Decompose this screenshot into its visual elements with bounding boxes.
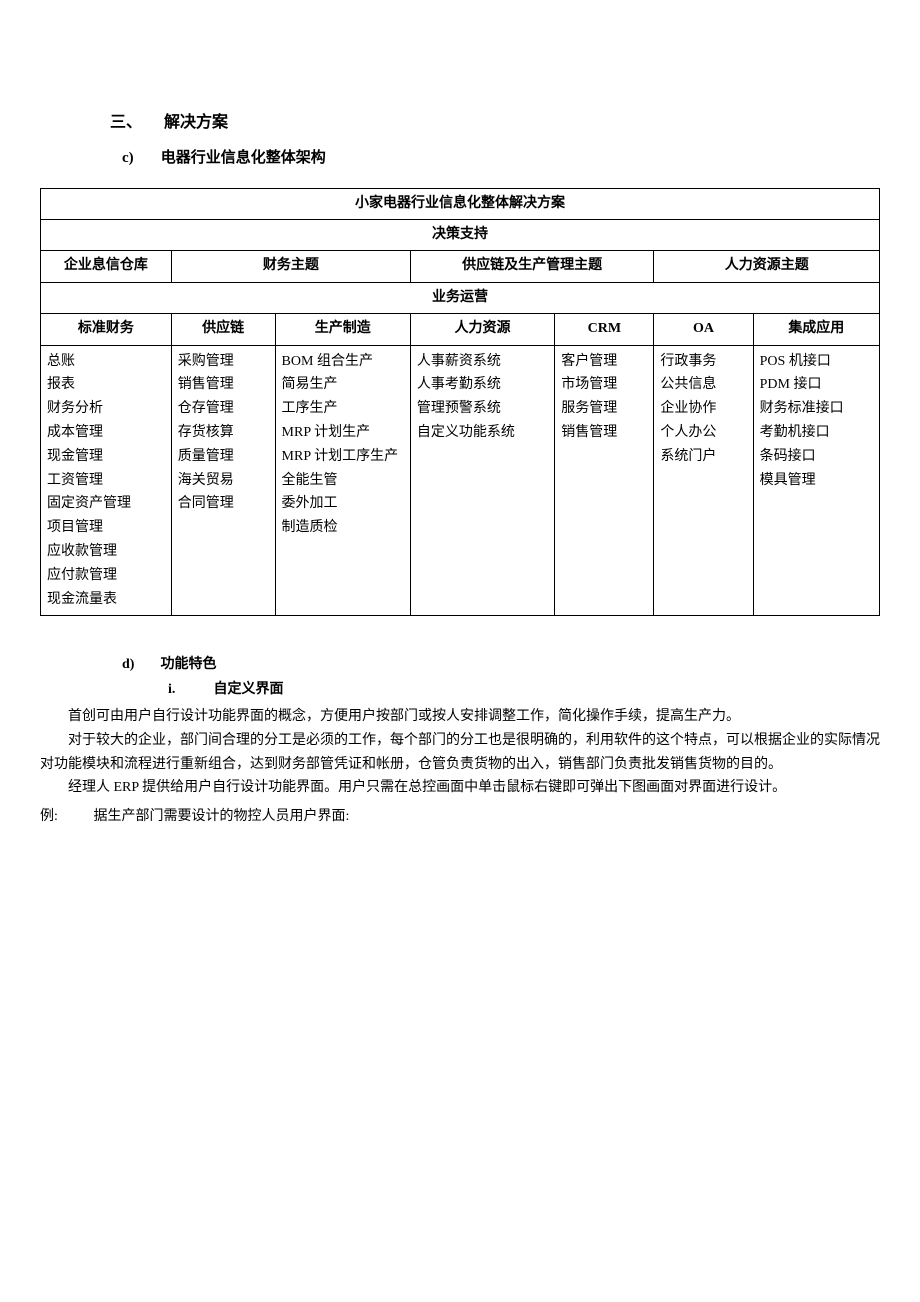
list-item: PDM 接口 [760,373,873,397]
list-item: 全能生管 [282,469,404,493]
list-item: 制造质检 [282,516,404,540]
cat-hr: 人力资源 [410,314,554,345]
table-row-operation: 业务运营 [41,282,880,313]
section-heading: 三、 解决方案 [40,110,880,136]
list-item: 存货核算 [178,421,269,445]
theme-hr: 人力资源主题 [654,251,880,282]
list-item: 企业协作 [660,397,746,421]
table-decision-title: 决策支持 [41,219,880,250]
list-item: POS 机接口 [760,350,873,374]
content-integration: POS 机接口PDM 接口财务标准接口考勤机接口条码接口模具管理 [753,345,879,616]
list-item: 系统门户 [660,445,746,469]
list-item: 公共信息 [660,373,746,397]
list-item: 仓存管理 [178,397,269,421]
table-row-themes: 企业息信仓库 财务主题 供应链及生产管理主题 人力资源主题 [41,251,880,282]
cat-crm: CRM [555,314,654,345]
list-item: 行政事务 [660,350,746,374]
list-item: 财务标准接口 [760,397,873,421]
sub-title-c: 电器行业信息化整体架构 [161,150,326,166]
example-text: 据生产部门需要设计的物控人员用户界面: [94,809,350,824]
solution-table: 小家电器行业信息化整体解决方案 决策支持 企业息信仓库 财务主题 供应链及生产管… [40,188,880,617]
list-item: 考勤机接口 [760,421,873,445]
content-oa: 行政事务公共信息企业协作个人办公系统门户 [654,345,753,616]
list-item: 应收款管理 [47,540,165,564]
paragraph-3: 经理人 ERP 提供给用户自行设计功能界面。用户只需在总控画面中单击鼠标右键即可… [40,776,880,800]
content-supply: 采购管理销售管理仓存管理存货核算质量管理海关贸易合同管理 [171,345,275,616]
list-item: 条码接口 [760,445,873,469]
cat-oa: OA [654,314,753,345]
list-item: 人事考勤系统 [417,373,548,397]
list-item: 个人办公 [660,421,746,445]
list-item: 销售管理 [561,421,647,445]
table-row-title: 小家电器行业信息化整体解决方案 [41,188,880,219]
theme-warehouse: 企业息信仓库 [41,251,172,282]
example-line: 例: 据生产部门需要设计的物控人员用户界面: [40,806,880,828]
list-item: 工资管理 [47,469,165,493]
list-item: 成本管理 [47,421,165,445]
list-item: 总账 [47,350,165,374]
sub-letter-c: c) [122,146,157,170]
list-item: 合同管理 [178,492,269,516]
list-item: 应付款管理 [47,564,165,588]
sub-letter-d: d) [122,654,157,676]
cat-manufacture: 生产制造 [275,314,410,345]
content-crm: 客户管理市场管理服务管理销售管理 [555,345,654,616]
sub-heading-c: c) 电器行业信息化整体架构 [40,146,880,170]
list-item: 工序生产 [282,397,404,421]
content-hr: 人事薪资系统人事考勤系统管理预警系统自定义功能系统 [410,345,554,616]
list-item: 服务管理 [561,397,647,421]
content-manufacture: BOM 组合生产简易生产工序生产MRP 计划生产MRP 计划工序生产全能生管委外… [275,345,410,616]
feature-item-i: i. 自定义界面 [40,679,880,701]
table-main-title: 小家电器行业信息化整体解决方案 [41,188,880,219]
cat-integration: 集成应用 [753,314,879,345]
list-item: 报表 [47,373,165,397]
list-item: 现金流量表 [47,588,165,612]
feature-title-i: 自定义界面 [214,682,284,697]
list-item: 委外加工 [282,492,404,516]
list-item: 现金管理 [47,445,165,469]
content-finance: 总账报表财务分析成本管理现金管理工资管理固定资产管理项目管理应收款管理应付款管理… [41,345,172,616]
table-row-categories: 标准财务 供应链 生产制造 人力资源 CRM OA 集成应用 [41,314,880,345]
section-title: 解决方案 [164,114,228,131]
theme-finance: 财务主题 [171,251,410,282]
list-item: 固定资产管理 [47,492,165,516]
sub-heading-d: d) 功能特色 [40,654,880,676]
list-item: 自定义功能系统 [417,421,548,445]
sub-title-d: 功能特色 [161,657,217,672]
list-item: 市场管理 [561,373,647,397]
list-item: 海关贸易 [178,469,269,493]
table-operation-title: 业务运营 [41,282,880,313]
cat-supply: 供应链 [171,314,275,345]
list-item: 管理预警系统 [417,397,548,421]
list-item: 质量管理 [178,445,269,469]
list-item: 销售管理 [178,373,269,397]
list-item: MRP 计划工序生产 [282,445,404,469]
cat-finance: 标准财务 [41,314,172,345]
table-row-decision: 决策支持 [41,219,880,250]
section-number: 三、 [110,110,160,136]
list-item: 模具管理 [760,469,873,493]
example-label: 例: [40,806,90,828]
list-item: 项目管理 [47,516,165,540]
list-item: 人事薪资系统 [417,350,548,374]
list-item: 客户管理 [561,350,647,374]
theme-supply: 供应链及生产管理主题 [410,251,654,282]
paragraph-2: 对于较大的企业，部门间合理的分工是必须的工作，每个部门的分工也是很明确的，利用软… [40,729,880,777]
paragraph-1: 首创可由用户自行设计功能界面的概念，方便用户按部门或按人安排调整工作，简化操作手… [40,705,880,729]
list-item: 财务分析 [47,397,165,421]
list-item: 简易生产 [282,373,404,397]
list-item: MRP 计划生产 [282,421,404,445]
list-item: 采购管理 [178,350,269,374]
table-row-content: 总账报表财务分析成本管理现金管理工资管理固定资产管理项目管理应收款管理应付款管理… [41,345,880,616]
feature-roman-i: i. [168,679,210,701]
list-item: BOM 组合生产 [282,350,404,374]
